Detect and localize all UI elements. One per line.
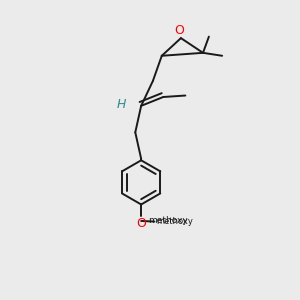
Text: O: O [136, 217, 146, 230]
Text: methoxy: methoxy [148, 217, 188, 226]
Text: O: O [175, 24, 184, 37]
Text: methoxy: methoxy [156, 217, 193, 226]
Text: H: H [117, 98, 126, 111]
